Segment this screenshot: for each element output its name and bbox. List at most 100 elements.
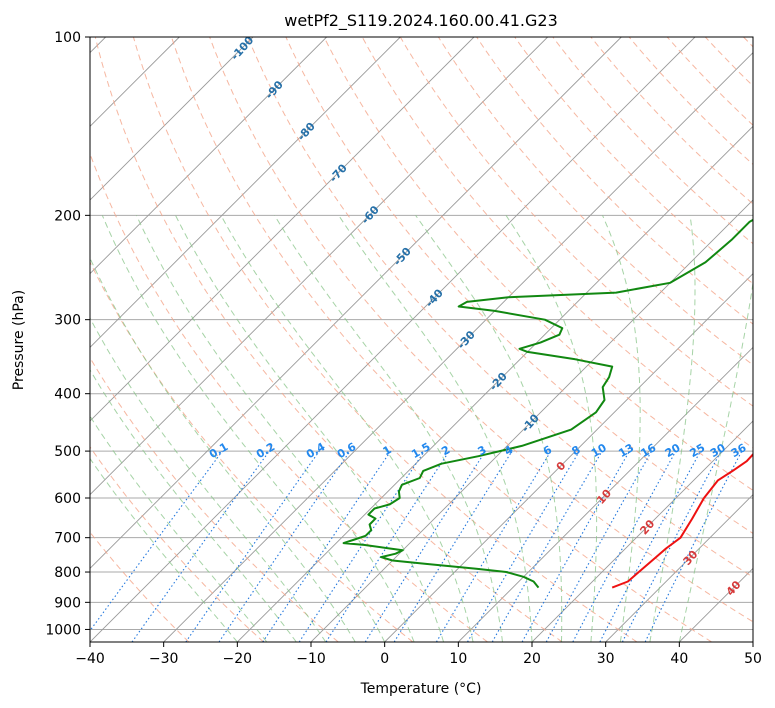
mixing-ratio-line (131, 450, 270, 642)
mixing-ratio-label: 0.6 (335, 440, 359, 461)
mixing-ratio-line (262, 450, 392, 642)
mixing-ratio-label: 10 (589, 441, 609, 460)
mixing-ratio-line (185, 450, 320, 642)
isotherm-line (384, 273, 753, 642)
dry-adiabat-line (704, 37, 753, 87)
chart-title: wetPf2_S119.2024.160.00.41.G23 (284, 11, 558, 31)
y-tick-label: 500 (54, 444, 81, 460)
y-tick-label: 200 (54, 208, 81, 224)
y-tick-label: 1000 (45, 622, 81, 638)
dry-adiabat-line (285, 37, 753, 535)
isotherm-line (237, 125, 753, 642)
y-tick-label: 600 (54, 491, 81, 507)
dry-adiabat-line (247, 37, 753, 578)
isotherm-line (90, 37, 548, 496)
x-tick-label: 50 (744, 651, 762, 667)
mixing-ratio-line (644, 450, 743, 642)
mixing-ratio-line (325, 450, 450, 642)
x-tick-label: −10 (296, 651, 326, 667)
y-tick-label: 800 (54, 565, 81, 581)
dry-adiabat-line (666, 37, 753, 126)
y-tick-label: 100 (54, 30, 81, 46)
mixing-ratio-line (364, 450, 486, 642)
dry-adiabat-line (743, 37, 753, 48)
x-tick-label: −20 (223, 651, 253, 667)
y-tick-label: 400 (54, 387, 81, 403)
mixing-ratio-label: 0.1 (207, 440, 230, 461)
dry-adiabat-line (171, 37, 712, 642)
mixing-ratio-label: 16 (638, 441, 658, 460)
data-series (342, 218, 753, 589)
dry-adiabat-line (90, 152, 488, 642)
mixing-ratio-label: 25 (687, 441, 707, 460)
moist-adiabat-line (175, 215, 445, 642)
isotherm-line (90, 37, 254, 201)
isotherm-label-layer: 0.1 0.2 0.4 0.6 1 1.5 2 3 4 6 8 10 13 16 20 25 30 36-100-… (207, 34, 749, 599)
isotherm-line (90, 37, 622, 569)
mixing-ratio-line (393, 450, 513, 642)
dry-adiabat-line (90, 531, 190, 642)
dry-adiabat-line (90, 446, 264, 642)
moist-adiabat-line (101, 215, 386, 642)
x-tick-label: 30 (597, 651, 615, 667)
moist-adiabat-line (505, 215, 598, 642)
isotherm-line (90, 37, 327, 275)
mixing-ratio-label: 4 (502, 443, 515, 458)
x-tick-label: −40 (75, 651, 105, 667)
x-tick-label: 0 (380, 651, 389, 667)
dry-adiabat-line (323, 37, 753, 491)
temperature-profile-line (611, 452, 753, 589)
y-tick-label: 900 (54, 595, 81, 611)
dry-adiabat-line (90, 260, 414, 642)
dry-adiabat-line (90, 356, 339, 642)
dry-adiabat-line (514, 37, 753, 285)
x-tick-label: −30 (149, 651, 179, 667)
plot-area (90, 37, 753, 642)
plot-frame (89, 36, 754, 643)
mixing-ratio-label: 36 (729, 441, 749, 460)
mixing-ratio-line (90, 450, 223, 632)
moist-adiabat-line (90, 415, 268, 642)
isotherm-line (163, 52, 753, 642)
isotherm-line (752, 641, 753, 642)
mixing-ratio-line (218, 450, 351, 642)
isotherm-label: 30 (681, 548, 701, 568)
moist-adiabat-line (678, 280, 753, 642)
moist-adiabat-line (135, 215, 415, 642)
mixing-ratio-label: 1.5 (409, 440, 432, 461)
mixing-ratio-line (521, 450, 630, 642)
mixing-ratio-label: 30 (708, 441, 728, 460)
moist-adiabat-line (338, 215, 533, 642)
moist-adiabat-line (90, 256, 356, 642)
axes-layer: −40 −30 −20 −10 0 10 20 30 40 5010020030040050060… (45, 30, 762, 667)
dry-adiabat-line (437, 37, 753, 366)
dry-adiabat-line (209, 37, 753, 623)
mixing-ratio-line (545, 450, 653, 642)
isotherm-line (310, 199, 753, 642)
mixing-ratio-line (435, 450, 552, 642)
mixing-ratio-line (467, 450, 580, 642)
moist-adiabat-line (415, 215, 563, 642)
isotherm-line (458, 346, 753, 642)
x-axis-label: Temperature (°C) (360, 681, 482, 697)
mixing-ratio-label: 0.4 (304, 440, 328, 461)
moist-adiabat-line (602, 215, 641, 642)
x-tick-label: 10 (449, 651, 467, 667)
dry-adiabat-line (590, 37, 753, 205)
dewpoint-profile-line (342, 218, 753, 589)
isotherm-line (90, 37, 475, 422)
moist-adiabat-line (90, 368, 297, 642)
mixing-ratio-label: 13 (616, 441, 636, 460)
mixing-ratio-line (599, 450, 701, 642)
moist-adiabat-line (220, 215, 474, 642)
mixing-ratio-line (572, 450, 677, 642)
isotherm-line (605, 494, 753, 642)
dry-adiabat-line (132, 37, 638, 642)
dry-adiabat-line (476, 37, 753, 325)
moist-adiabat-line (90, 317, 327, 642)
y-tick-label: 700 (54, 531, 81, 547)
y-tick-label: 300 (54, 313, 81, 329)
moist-adiabat-line (90, 457, 238, 642)
mixing-ratio-label: 20 (663, 441, 683, 460)
